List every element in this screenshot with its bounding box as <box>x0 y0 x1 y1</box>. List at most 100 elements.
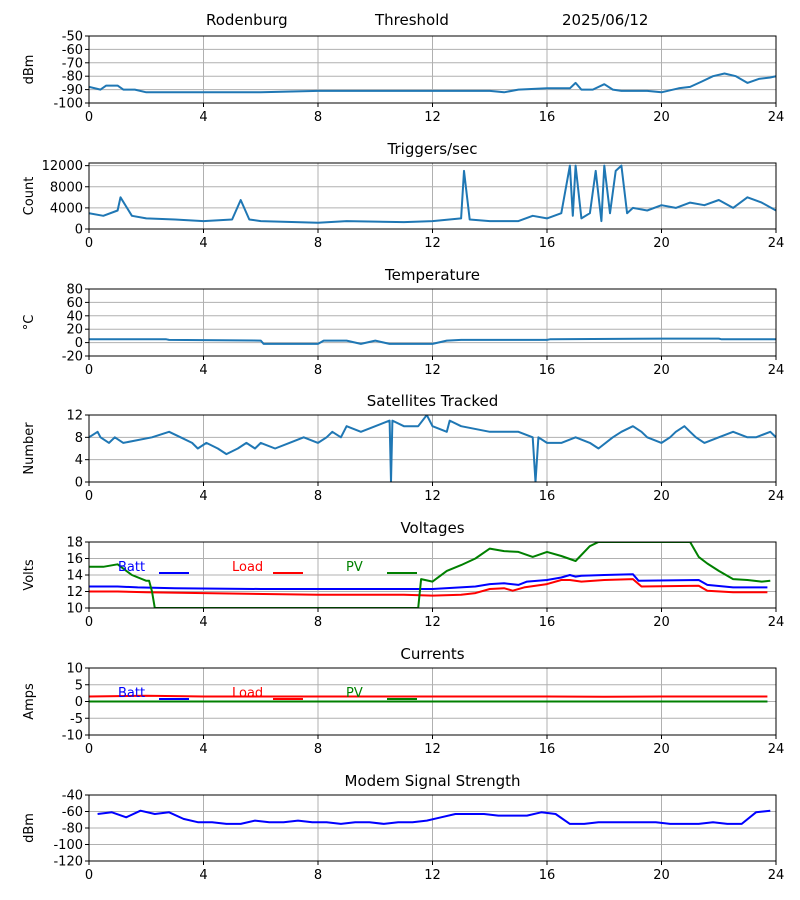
chart-title: Satellites Tracked <box>367 392 498 410</box>
y-tick-label: 0 <box>75 476 83 491</box>
series-line-load <box>89 694 768 698</box>
y-axis-label: Volts <box>22 559 37 591</box>
chart-title: Currents <box>400 645 464 663</box>
x-tick-label: 12 <box>424 615 441 630</box>
x-tick-label: 4 <box>199 868 207 883</box>
x-tick-label: 8 <box>314 868 322 883</box>
y-tick-label: -100 <box>53 838 83 853</box>
legend-label-batt: Batt <box>118 560 145 575</box>
legend-label-pv: PV <box>346 560 363 575</box>
y-tick-label: 40 <box>66 309 83 324</box>
y-tick-label: -90 <box>62 83 83 98</box>
y-axis-label: dBm <box>22 813 37 843</box>
y-tick-label: 0 <box>75 695 83 710</box>
x-tick-label: 20 <box>653 363 670 378</box>
x-tick-label: 4 <box>199 615 207 630</box>
legend-label-batt: Batt <box>118 686 145 701</box>
y-tick-label: 10 <box>66 602 83 617</box>
x-tick-label: 24 <box>768 236 785 251</box>
x-tick-label: 12 <box>424 489 441 504</box>
x-tick-label: 20 <box>653 489 670 504</box>
y-tick-label: -5 <box>70 712 83 727</box>
x-tick-label: 0 <box>85 868 93 883</box>
legend-label-load: Load <box>232 560 263 575</box>
y-axis-label: Number <box>22 422 37 475</box>
y-tick-label: 8000 <box>50 180 83 195</box>
x-tick-label: 24 <box>768 363 785 378</box>
x-tick-label: 8 <box>314 615 322 630</box>
y-tick-label: 8 <box>75 431 83 446</box>
y-tick-label: -60 <box>62 805 83 820</box>
y-tick-label: -100 <box>53 97 83 112</box>
x-tick-label: 12 <box>424 363 441 378</box>
x-tick-label: 0 <box>85 363 93 378</box>
x-tick-label: 4 <box>199 363 207 378</box>
y-tick-label: 10 <box>66 662 83 677</box>
station-name: Rodenburg <box>206 11 288 29</box>
x-tick-label: 24 <box>768 489 785 504</box>
y-tick-label: -20 <box>62 350 83 365</box>
x-tick-label: 0 <box>85 742 93 757</box>
y-tick-label: 20 <box>66 323 83 338</box>
x-tick-label: 8 <box>314 110 322 125</box>
y-tick-label: 60 <box>66 296 83 311</box>
x-tick-label: 12 <box>424 742 441 757</box>
x-tick-label: 8 <box>314 236 322 251</box>
x-tick-label: 16 <box>539 110 556 125</box>
x-tick-label: 4 <box>199 110 207 125</box>
series-line-data <box>89 337 776 345</box>
y-tick-label: 0 <box>75 336 83 351</box>
y-tick-label: -80 <box>62 822 83 837</box>
x-tick-label: 16 <box>539 489 556 504</box>
x-tick-label: 0 <box>85 615 93 630</box>
series-line-load <box>89 578 768 597</box>
x-tick-label: 12 <box>424 110 441 125</box>
y-tick-label: -70 <box>62 56 83 71</box>
y-tick-label: 0 <box>75 223 83 238</box>
x-tick-label: 0 <box>85 110 93 125</box>
chart-title: Voltages <box>400 519 464 537</box>
series-line-pv <box>89 542 771 608</box>
y-tick-label: -60 <box>62 43 83 58</box>
x-tick-label: 12 <box>424 236 441 251</box>
trigger-mode: Threshold <box>375 11 449 29</box>
y-tick-label: -120 <box>53 855 83 870</box>
y-tick-label: 14 <box>66 569 83 584</box>
x-tick-label: 16 <box>539 236 556 251</box>
x-tick-label: 12 <box>424 868 441 883</box>
x-tick-label: 16 <box>539 615 556 630</box>
x-tick-label: 20 <box>653 110 670 125</box>
series-line-data <box>89 72 776 94</box>
series-line-data <box>97 809 771 825</box>
y-tick-label: 80 <box>66 283 83 298</box>
x-tick-label: 8 <box>314 742 322 757</box>
x-tick-label: 0 <box>85 236 93 251</box>
y-tick-label: -80 <box>62 70 83 85</box>
x-tick-label: 20 <box>653 868 670 883</box>
y-axis-label: Count <box>22 177 37 216</box>
series-line-data <box>89 415 776 482</box>
x-tick-label: 16 <box>539 363 556 378</box>
x-tick-label: 4 <box>199 236 207 251</box>
y-tick-label: -10 <box>62 729 83 744</box>
x-tick-label: 24 <box>768 110 785 125</box>
x-tick-label: 20 <box>653 236 670 251</box>
report-date: 2025/06/12 <box>562 11 649 29</box>
y-tick-label: 4000 <box>50 201 83 216</box>
y-tick-label: 4 <box>75 453 83 468</box>
x-tick-label: 4 <box>199 489 207 504</box>
y-tick-label: -40 <box>62 789 83 804</box>
legend-label-pv: PV <box>346 686 363 701</box>
x-tick-label: 4 <box>199 742 207 757</box>
y-axis-label: dBm <box>22 55 37 85</box>
x-tick-label: 0 <box>85 489 93 504</box>
x-tick-label: 24 <box>768 868 785 883</box>
x-tick-label: 8 <box>314 489 322 504</box>
y-tick-label: 16 <box>66 552 83 567</box>
chart-title: Triggers/sec <box>387 140 478 158</box>
chart-title: Modem Signal Strength <box>345 772 521 790</box>
x-tick-label: 16 <box>539 742 556 757</box>
x-tick-label: 20 <box>653 615 670 630</box>
y-tick-label: -50 <box>62 30 83 45</box>
x-tick-label: 8 <box>314 363 322 378</box>
